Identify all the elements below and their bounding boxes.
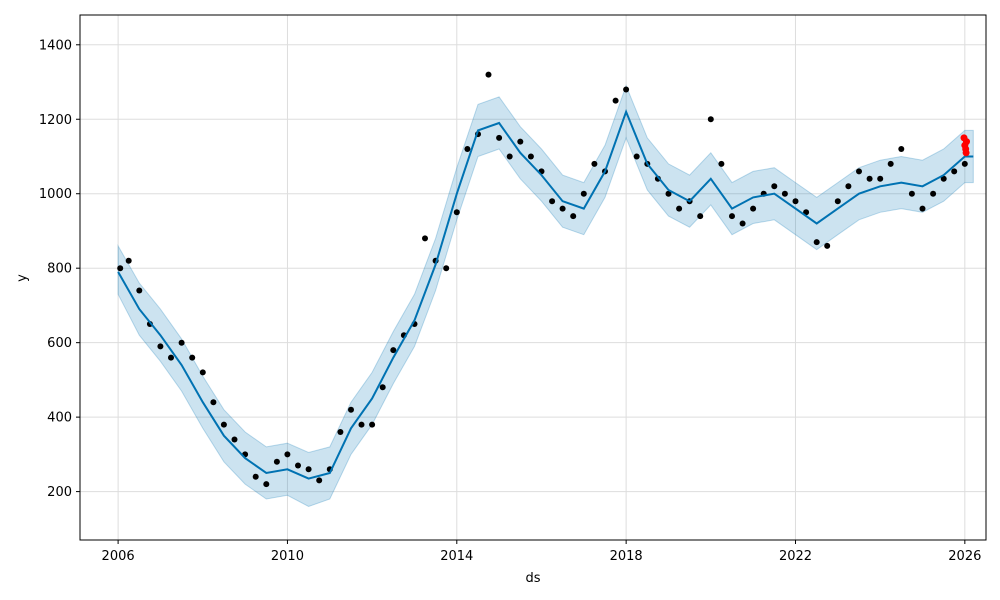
observed-point xyxy=(623,86,630,93)
observed-point xyxy=(273,458,280,465)
observed-point xyxy=(443,265,450,272)
y-tick-label: 1400 xyxy=(39,38,72,53)
y-axis: 200 400 600 800 1000 1200 1400 xyxy=(39,38,80,500)
y-axis-label: y xyxy=(15,274,30,282)
observed-point xyxy=(771,183,778,190)
observed-point xyxy=(580,190,587,197)
observed-point xyxy=(887,160,894,167)
observed-point xyxy=(750,205,757,212)
observed-point xyxy=(168,354,174,361)
observed-point xyxy=(813,239,820,246)
observed-point xyxy=(549,198,556,205)
observed-point xyxy=(453,209,460,216)
x-axis-label: ds xyxy=(525,571,540,586)
observed-point xyxy=(295,462,301,469)
observed-point xyxy=(739,220,746,227)
observed-point xyxy=(316,477,323,484)
observed-point xyxy=(570,213,577,220)
x-tick-label: 2010 xyxy=(271,549,304,564)
observed-point xyxy=(707,116,714,123)
observed-point xyxy=(485,71,492,78)
observed-point xyxy=(199,369,206,376)
observed-point xyxy=(284,451,291,458)
y-tick-label: 1000 xyxy=(39,187,72,202)
highlight-points-layer xyxy=(960,134,970,157)
observed-point xyxy=(718,160,725,167)
observed-point xyxy=(210,399,217,406)
observed-point xyxy=(612,97,619,104)
observed-point xyxy=(517,138,524,145)
plot-frame xyxy=(79,14,987,541)
observed-point xyxy=(379,384,386,391)
observed-point xyxy=(781,190,788,197)
x-axis: 2006 2010 2014 2018 2022 2026 xyxy=(102,540,981,564)
observed-point xyxy=(591,160,598,167)
observed-point xyxy=(792,198,799,205)
y-tick-label: 200 xyxy=(47,485,72,500)
uncertainty-band-layer xyxy=(117,84,974,508)
observed-point xyxy=(676,205,683,212)
observed-point xyxy=(877,175,884,182)
observed-point xyxy=(390,347,397,354)
observed-point xyxy=(856,168,862,175)
observed-point xyxy=(866,175,873,182)
observed-point xyxy=(834,198,841,205)
observed-point xyxy=(136,287,143,294)
observed-point xyxy=(940,175,947,182)
observed-point xyxy=(231,436,238,443)
observed-point xyxy=(898,146,905,152)
y-tick-label: 600 xyxy=(47,336,72,351)
observed-point xyxy=(496,134,503,141)
observed-point xyxy=(506,153,513,160)
observed-point xyxy=(559,205,566,212)
observed-point xyxy=(252,473,259,480)
observed-point xyxy=(961,160,968,167)
observed-point xyxy=(908,190,915,197)
observed-point xyxy=(665,190,672,197)
uncertainty-band xyxy=(117,84,974,508)
observed-point xyxy=(358,421,365,428)
observed-point xyxy=(919,205,926,212)
observed-point xyxy=(464,146,471,152)
highlight-point xyxy=(962,149,970,157)
forecast-line xyxy=(117,108,974,480)
observed-point xyxy=(305,466,312,473)
observed-point xyxy=(697,213,704,220)
observed-point xyxy=(117,265,124,272)
observed-point xyxy=(263,481,270,488)
observed-point xyxy=(125,257,132,264)
observed-point xyxy=(178,339,185,346)
observed-point xyxy=(633,153,640,160)
observed-point xyxy=(189,354,196,361)
y-tick-label: 1200 xyxy=(39,113,72,128)
grid xyxy=(80,15,986,540)
observed-point xyxy=(930,190,937,197)
observed-point xyxy=(422,235,428,242)
observed-point xyxy=(845,183,852,190)
y-tick-label: 400 xyxy=(47,411,72,426)
observed-point xyxy=(729,213,735,220)
observed-point xyxy=(824,242,831,249)
observed-point xyxy=(337,429,344,435)
observed-point xyxy=(157,343,164,350)
observed-point xyxy=(951,168,958,175)
x-tick-label: 2006 xyxy=(102,549,135,564)
observed-point xyxy=(348,406,354,413)
x-tick-label: 2018 xyxy=(610,549,643,564)
observed-point xyxy=(527,153,534,160)
observed-point xyxy=(220,421,227,428)
x-tick-label: 2022 xyxy=(779,549,812,564)
x-tick-label: 2026 xyxy=(948,549,981,564)
highlight-point xyxy=(963,138,970,146)
observed-point xyxy=(369,421,376,428)
x-tick-label: 2014 xyxy=(440,549,473,564)
y-tick-label: 800 xyxy=(47,262,72,277)
forecast-line-layer xyxy=(117,108,974,480)
